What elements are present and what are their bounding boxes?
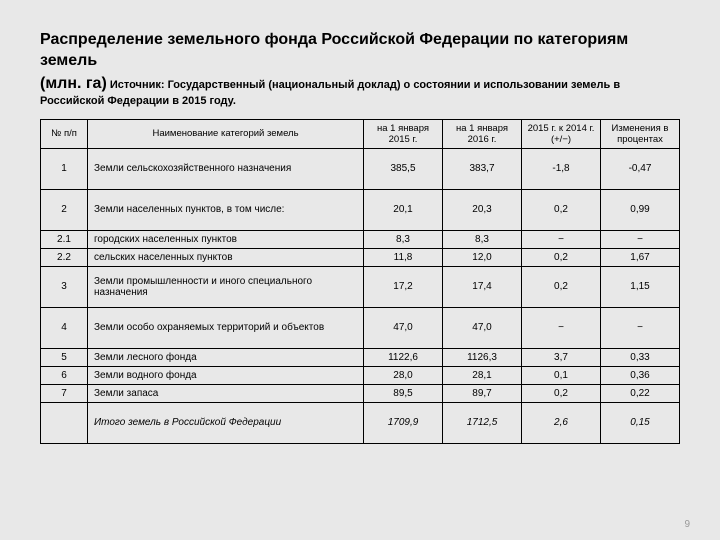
row-name: городских населенных пунктов — [88, 230, 364, 248]
row-name: Итого земель в Российской Федерации — [88, 402, 364, 443]
row-name: Земли лесного фонда — [88, 348, 364, 366]
table-total-row: Итого земель в Российской Федерации1709,… — [41, 402, 680, 443]
row-v3: 0,2 — [522, 248, 601, 266]
table-row: 2.1городских населенных пунктов8,38,3−− — [41, 230, 680, 248]
table-row: 2Земли населенных пунктов, в том числе:2… — [41, 189, 680, 230]
row-v4: − — [601, 307, 680, 348]
row-v3: − — [522, 230, 601, 248]
row-num: 1 — [41, 148, 88, 189]
row-num: 5 — [41, 348, 88, 366]
subtitle-units: (млн. га) — [40, 75, 107, 92]
row-v2: 12,0 — [443, 248, 522, 266]
subtitle-source: Источник: Государственный (национальный … — [40, 79, 620, 108]
row-v4: − — [601, 230, 680, 248]
table-row: 7Земли запаса89,589,70,20,22 — [41, 384, 680, 402]
row-name: Земли особо охраняемых территорий и объе… — [88, 307, 364, 348]
row-v3: 2,6 — [522, 402, 601, 443]
row-name: сельских населенных пунктов — [88, 248, 364, 266]
row-num: 3 — [41, 266, 88, 307]
row-v1: 1709,9 — [364, 402, 443, 443]
row-v2: 89,7 — [443, 384, 522, 402]
row-v3: 0,1 — [522, 366, 601, 384]
row-v1: 8,3 — [364, 230, 443, 248]
col-header-num: № п/п — [41, 119, 88, 148]
row-v2: 383,7 — [443, 148, 522, 189]
row-v1: 47,0 — [364, 307, 443, 348]
row-v4: 0,99 — [601, 189, 680, 230]
row-v1: 89,5 — [364, 384, 443, 402]
row-v2: 1712,5 — [443, 402, 522, 443]
row-num: 2.2 — [41, 248, 88, 266]
row-v1: 17,2 — [364, 266, 443, 307]
row-v3: -1,8 — [522, 148, 601, 189]
row-v2: 20,3 — [443, 189, 522, 230]
row-v4: -0,47 — [601, 148, 680, 189]
row-num: 2.1 — [41, 230, 88, 248]
row-v2: 8,3 — [443, 230, 522, 248]
table-row: 2.2сельских населенных пунктов11,812,00,… — [41, 248, 680, 266]
row-name: Земли запаса — [88, 384, 364, 402]
row-num: 7 — [41, 384, 88, 402]
row-v4: 0,33 — [601, 348, 680, 366]
col-header-pct: Изменения в процентах — [601, 119, 680, 148]
row-v3: 0,2 — [522, 189, 601, 230]
row-v2: 1126,3 — [443, 348, 522, 366]
row-v3: 3,7 — [522, 348, 601, 366]
land-table: № п/п Наименование категорий земель на 1… — [40, 119, 680, 444]
table-header-row: № п/п Наименование категорий земель на 1… — [41, 119, 680, 148]
row-v1: 11,8 — [364, 248, 443, 266]
row-v4: 1,67 — [601, 248, 680, 266]
row-v4: 0,36 — [601, 366, 680, 384]
row-v1: 385,5 — [364, 148, 443, 189]
row-v1: 28,0 — [364, 366, 443, 384]
table-row: 1Земли сельскохозяйственного назначения3… — [41, 148, 680, 189]
row-v1: 1122,6 — [364, 348, 443, 366]
table-row: 3Земли промышленности и иного специально… — [41, 266, 680, 307]
row-v1: 20,1 — [364, 189, 443, 230]
page-title: Распределение земельного фонда Российско… — [40, 30, 680, 72]
row-v2: 47,0 — [443, 307, 522, 348]
row-v3: 0,2 — [522, 266, 601, 307]
row-v3: 0,2 — [522, 384, 601, 402]
row-v2: 17,4 — [443, 266, 522, 307]
table-row: 4Земли особо охраняемых территорий и объ… — [41, 307, 680, 348]
row-v4: 0,22 — [601, 384, 680, 402]
col-header-delta: 2015 г. к 2014 г. (+/−) — [522, 119, 601, 148]
page-number: 9 — [684, 519, 690, 530]
row-name: Земли водного фонда — [88, 366, 364, 384]
table-row: 6Земли водного фонда28,028,10,10,36 — [41, 366, 680, 384]
row-v3: − — [522, 307, 601, 348]
row-num: 4 — [41, 307, 88, 348]
row-num: 2 — [41, 189, 88, 230]
col-header-2016: на 1 января 2016 г. — [443, 119, 522, 148]
row-v2: 28,1 — [443, 366, 522, 384]
row-num — [41, 402, 88, 443]
row-name: Земли промышленности и иного специальног… — [88, 266, 364, 307]
row-name: Земли населенных пунктов, в том числе: — [88, 189, 364, 230]
page-subtitle: (млн. га) Источник: Государственный (нац… — [40, 74, 680, 109]
table-row: 5Земли лесного фонда1122,61126,33,70,33 — [41, 348, 680, 366]
row-num: 6 — [41, 366, 88, 384]
row-name: Земли сельскохозяйственного назначения — [88, 148, 364, 189]
col-header-name: Наименование категорий земель — [88, 119, 364, 148]
row-v4: 1,15 — [601, 266, 680, 307]
row-v4: 0,15 — [601, 402, 680, 443]
col-header-2015: на 1 января 2015 г. — [364, 119, 443, 148]
